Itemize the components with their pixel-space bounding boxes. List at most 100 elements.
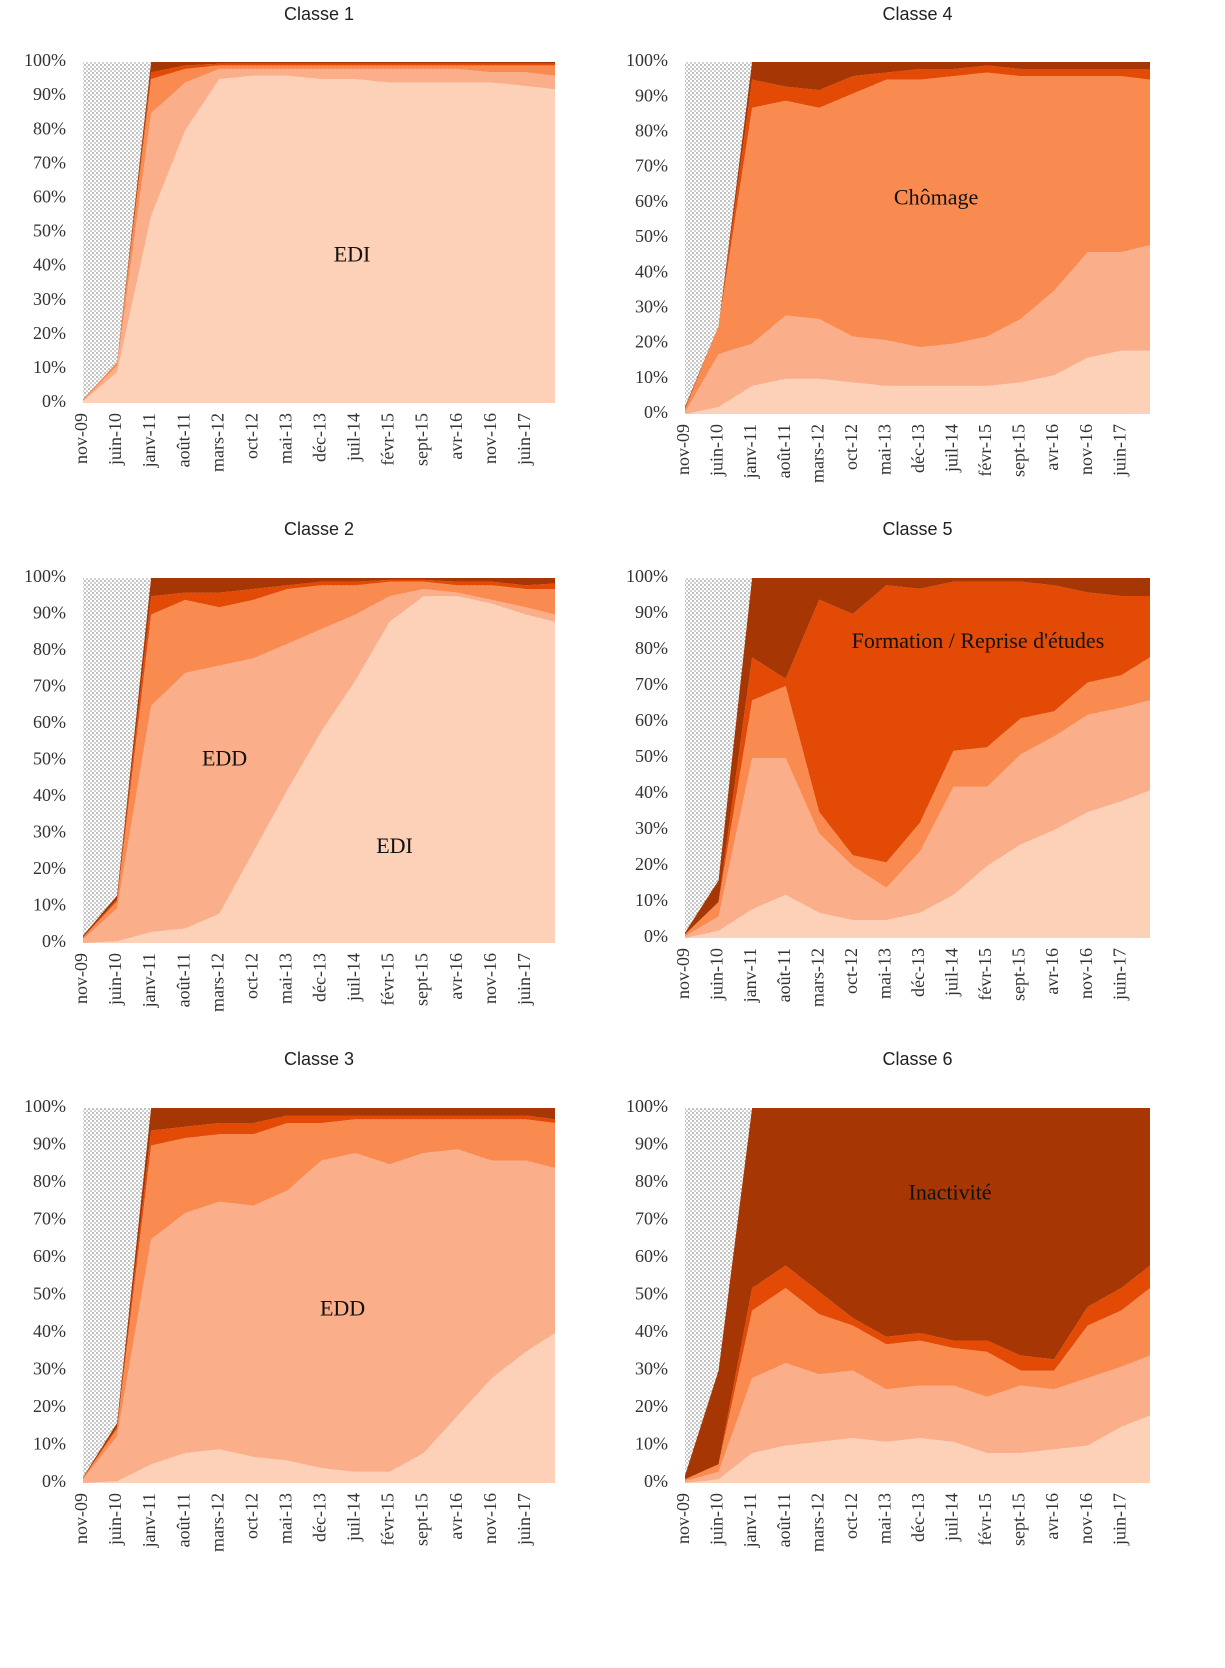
area bbox=[685, 245, 1150, 414]
x-tick-label: mars-12 bbox=[807, 1493, 827, 1552]
y-tick-label: 10% bbox=[33, 1434, 66, 1454]
x-tick-label: nov-09 bbox=[71, 953, 91, 1004]
x-tick-label: déc-13 bbox=[310, 413, 330, 462]
x-tick-label: nov-16 bbox=[480, 413, 500, 464]
y-tick-label: 30% bbox=[33, 289, 66, 309]
y-tick-label: 50% bbox=[33, 1284, 66, 1304]
x-tick-label: nov-16 bbox=[480, 953, 500, 1004]
chart-title: Classe 4 bbox=[882, 4, 952, 24]
y-tick-label: 90% bbox=[33, 603, 66, 623]
x-tick-label: janv-11 bbox=[139, 953, 159, 1008]
y-tick-label: 20% bbox=[635, 1396, 668, 1416]
y-tick-label: 100% bbox=[24, 1096, 66, 1116]
x-tick-label: févr-15 bbox=[378, 953, 398, 1006]
y-tick-label: 0% bbox=[42, 391, 66, 411]
x-tick-label: avr-16 bbox=[446, 953, 466, 1000]
y-tick-label: 50% bbox=[635, 226, 668, 246]
x-tick-label: déc-13 bbox=[310, 1493, 330, 1542]
x-tick-label: août-11 bbox=[173, 953, 193, 1007]
x-tick-label: nov-09 bbox=[673, 1493, 693, 1544]
area bbox=[685, 350, 1150, 414]
y-tick-label: 90% bbox=[635, 1134, 668, 1154]
x-tick-label: janv-11 bbox=[740, 948, 760, 1003]
area bbox=[83, 596, 555, 943]
panel: Classe 2 0% 10% 20% 30% 40% 50% 60% 70% 80% 90% 100… bbox=[24, 519, 555, 1012]
area bbox=[685, 1415, 1150, 1483]
x-tick-label: avr-16 bbox=[1042, 1493, 1062, 1540]
y-tick-label: 20% bbox=[33, 1396, 66, 1416]
chart-title: Classe 5 bbox=[882, 519, 952, 539]
x-tick-label: nov-16 bbox=[1076, 1493, 1096, 1544]
y-tick-label: 60% bbox=[635, 710, 668, 730]
y-tick-label: 40% bbox=[33, 255, 66, 275]
y-tick-label: 60% bbox=[33, 1246, 66, 1266]
y-tick-label: 0% bbox=[644, 926, 668, 946]
x-tick-label: janv-11 bbox=[740, 424, 760, 479]
x-tick-label: juin-17 bbox=[514, 413, 534, 466]
area bbox=[685, 657, 1150, 937]
x-tick-label: août-11 bbox=[774, 424, 794, 478]
panel: Classe 5 0% 10% 20% 30% 40% 50% 60% 70% 80% 90% 100… bbox=[626, 519, 1150, 1007]
x-tick-label: oct-12 bbox=[241, 413, 261, 459]
x-tick-label: oct-12 bbox=[241, 1493, 261, 1539]
annotation: Inactivité bbox=[909, 1179, 992, 1204]
y-tick-label: 90% bbox=[635, 602, 668, 622]
x-tick-label: avr-16 bbox=[1042, 424, 1062, 471]
y-tick-label: 90% bbox=[33, 1134, 66, 1154]
y-tick-label: 40% bbox=[635, 1321, 668, 1341]
x-tick-label: déc-13 bbox=[310, 953, 330, 1002]
x-tick-label: juil-14 bbox=[344, 1493, 364, 1542]
x-tick-label: août-11 bbox=[173, 413, 193, 467]
y-tick-label: 60% bbox=[33, 187, 66, 207]
y-tick-label: 70% bbox=[33, 676, 66, 696]
panel: Classe 3 0% 10% 20% 30% 40% 50% 60% 70% 80% 90% 100… bbox=[24, 1049, 555, 1552]
x-tick-label: août-11 bbox=[774, 948, 794, 1002]
y-tick-label: 70% bbox=[33, 1209, 66, 1229]
x-tick-label: nov-16 bbox=[1076, 424, 1096, 475]
y-tick-label: 30% bbox=[635, 818, 668, 838]
y-tick-label: 20% bbox=[33, 858, 66, 878]
y-tick-label: 70% bbox=[635, 1209, 668, 1229]
x-tick-label: sept-15 bbox=[412, 413, 432, 466]
area bbox=[685, 1288, 1150, 1482]
y-tick-label: 10% bbox=[33, 357, 66, 377]
x-tick-label: juin-10 bbox=[105, 413, 125, 466]
y-tick-label: 100% bbox=[626, 566, 668, 586]
y-tick-label: 100% bbox=[626, 1096, 668, 1116]
x-tick-label: juin-17 bbox=[1109, 1493, 1129, 1546]
x-tick-label: juin-17 bbox=[1109, 424, 1129, 477]
y-tick-label: 20% bbox=[33, 323, 66, 343]
y-tick-label: 40% bbox=[635, 261, 668, 281]
x-tick-label: juil-14 bbox=[942, 1493, 962, 1542]
x-tick-label: juin-10 bbox=[105, 1493, 125, 1546]
chart-title: Classe 3 bbox=[284, 1049, 354, 1069]
x-tick-label: avr-16 bbox=[446, 1493, 466, 1540]
x-tick-label: juin-17 bbox=[1109, 948, 1129, 1001]
y-tick-label: 50% bbox=[635, 746, 668, 766]
x-tick-label: mars-12 bbox=[207, 1493, 227, 1552]
y-tick-label: 0% bbox=[644, 1471, 668, 1491]
y-tick-label: 10% bbox=[33, 895, 66, 915]
x-tick-label: juin-10 bbox=[707, 1493, 727, 1546]
y-tick-label: 60% bbox=[33, 712, 66, 732]
area bbox=[685, 72, 1150, 413]
x-tick-label: mai-13 bbox=[874, 1493, 894, 1544]
x-tick-label: janv-11 bbox=[740, 1493, 760, 1548]
area bbox=[83, 75, 555, 403]
x-tick-label: juin-10 bbox=[707, 424, 727, 477]
x-tick-label: janv-11 bbox=[139, 413, 159, 468]
x-tick-label: mai-13 bbox=[275, 953, 295, 1004]
x-tick-label: juil-14 bbox=[344, 413, 364, 462]
panel: Classe 6 0% 10% 20% 30% 40% 50% 60% 70% 80% 90% 100… bbox=[626, 1049, 1150, 1552]
x-tick-label: oct-12 bbox=[241, 953, 261, 999]
x-tick-label: nov-09 bbox=[673, 424, 693, 475]
y-tick-label: 80% bbox=[635, 121, 668, 141]
y-tick-label: 40% bbox=[635, 782, 668, 802]
x-tick-label: déc-13 bbox=[908, 424, 928, 473]
x-tick-label: juil-14 bbox=[344, 953, 364, 1002]
panel: Classe 4 0% 10% 20% 30% 40% 50% 60% 70% 80% 90% 100… bbox=[626, 4, 1150, 483]
annotation: Formation / Reprise d'études bbox=[852, 628, 1105, 653]
chart-title: Classe 1 bbox=[284, 4, 354, 24]
y-tick-label: 80% bbox=[33, 118, 66, 138]
